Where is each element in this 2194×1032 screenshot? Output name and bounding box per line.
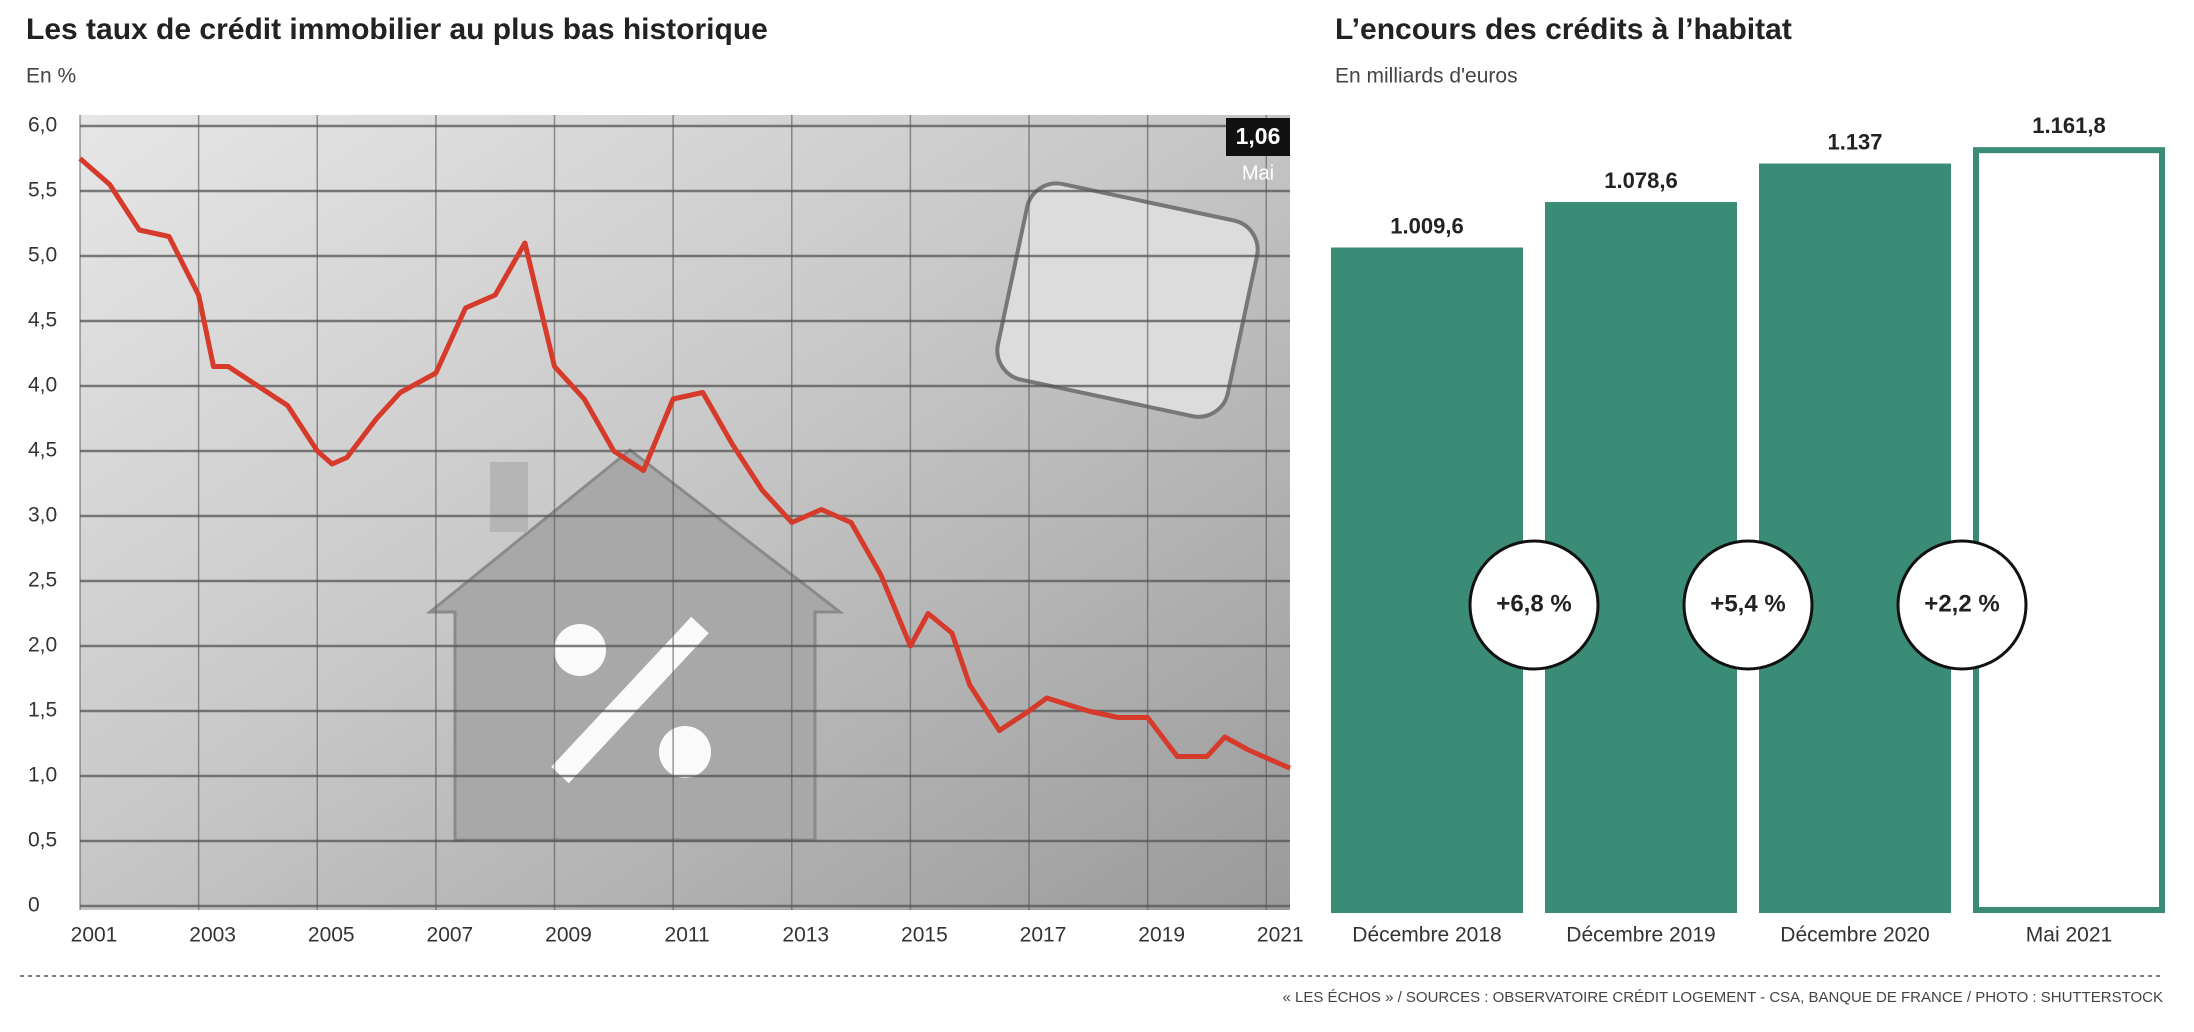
x-tick-label: Décembre 2018 <box>1352 924 1501 947</box>
chart-subtitle: En % <box>26 65 76 88</box>
line-series <box>78 156 1292 771</box>
value-label: 1.161,8 <box>2032 113 2105 138</box>
x-tick-label: Décembre 2019 <box>1566 924 1715 947</box>
x-tick-label: 2011 <box>665 924 710 947</box>
growth-badge <box>1468 539 1600 671</box>
x-tick-label: 2009 <box>545 924 592 947</box>
x-tick-label: 2013 <box>782 924 829 947</box>
y-tick-label: 4,5 <box>28 439 57 462</box>
source: « LES ÉCHOS » / SOURCES : OBSERVATOIRE C… <box>1283 989 2163 1006</box>
bar <box>1759 163 1951 914</box>
growth-badge <box>1896 539 2028 671</box>
annotation-value: 1,06 <box>1236 123 1281 149</box>
y-tick-label: 5,0 <box>28 244 57 267</box>
y-tick-label: 2,0 <box>28 634 57 657</box>
bar <box>1973 147 2165 913</box>
annotation-label: Mai <box>1242 162 1274 184</box>
growth-label: +5,4 % <box>1710 590 1785 617</box>
x-tick-label: 2015 <box>901 924 948 947</box>
y-tick-label: 3,0 <box>28 504 57 527</box>
y-tick-label: 5,5 <box>28 179 57 202</box>
value-label: 1.009,6 <box>1390 213 1463 238</box>
value-label: 1.078,6 <box>1604 168 1677 193</box>
x-tick-label: 2003 <box>189 924 236 947</box>
chart-subtitle: En milliards d'euros <box>1335 65 1518 88</box>
growth-label: +2,2 % <box>1924 590 1999 617</box>
y-tick-label: 0 <box>28 894 40 917</box>
x-tick-label: 2021 <box>1257 924 1304 947</box>
y-tick-label: 2,5 <box>28 569 57 592</box>
chart-title: L’encours des crédits à l’habitat <box>1335 13 1792 46</box>
annotation-box <box>1226 118 1290 156</box>
x-tick-label: 2017 <box>1020 924 1067 947</box>
y-tick-label: 1,5 <box>28 699 57 722</box>
x-tick-label: 2001 <box>71 924 118 947</box>
y-tick-label: 0,5 <box>28 829 57 852</box>
chart-title: Les taux de crédit immobilier au plus ba… <box>26 13 768 46</box>
x-tick-label: Décembre 2020 <box>1780 924 1929 947</box>
x-tick-label: 2019 <box>1138 924 1185 947</box>
y-tick-label: 4,5 <box>28 309 57 332</box>
y-tick-label: 1,0 <box>28 764 57 787</box>
growth-label: +6,8 % <box>1496 590 1571 617</box>
x-tick-label: 2005 <box>308 924 355 947</box>
y-tick-label: 6,0 <box>28 114 57 137</box>
value-label: 1.137 <box>1827 129 1882 154</box>
x-tick-label: 2007 <box>427 924 474 947</box>
x-tick-label: Mai 2021 <box>2026 924 2112 947</box>
growth-badge <box>1682 539 1814 671</box>
y-tick-label: 4,0 <box>28 374 57 397</box>
